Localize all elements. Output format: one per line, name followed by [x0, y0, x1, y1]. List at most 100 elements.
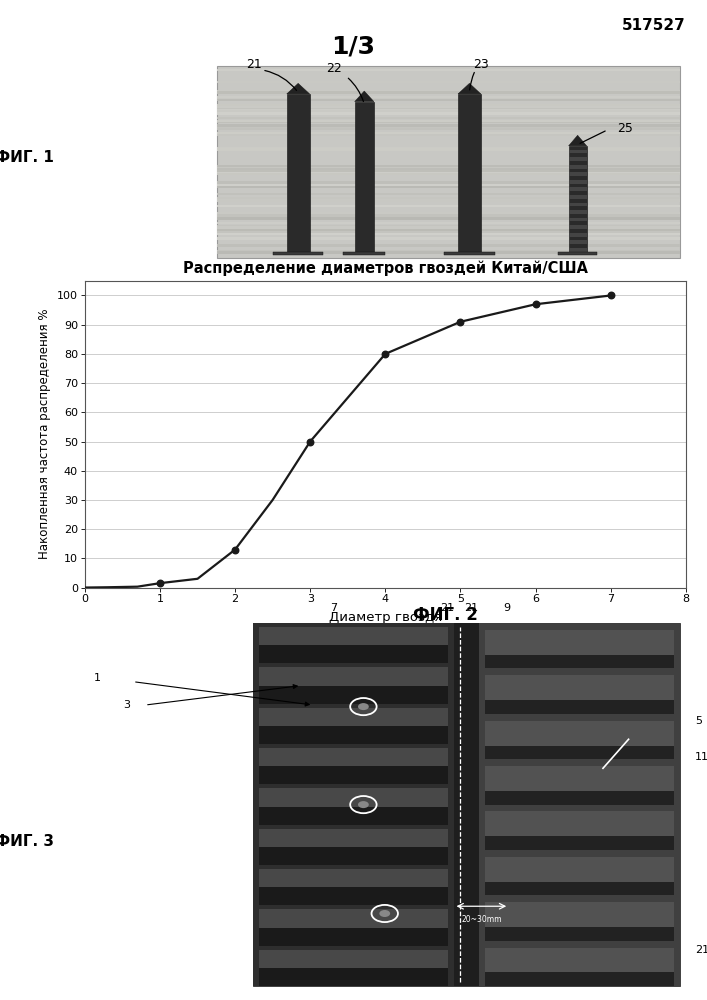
FancyBboxPatch shape	[568, 150, 587, 153]
FancyBboxPatch shape	[259, 869, 448, 887]
Y-axis label: Накопленная частота распределения %: Накопленная частота распределения %	[38, 309, 52, 559]
FancyBboxPatch shape	[485, 675, 674, 700]
FancyBboxPatch shape	[217, 231, 680, 233]
Polygon shape	[458, 83, 481, 94]
FancyBboxPatch shape	[259, 909, 448, 928]
FancyBboxPatch shape	[217, 109, 680, 112]
FancyBboxPatch shape	[485, 927, 674, 941]
FancyBboxPatch shape	[217, 170, 680, 173]
FancyBboxPatch shape	[217, 229, 680, 231]
Point	[305, 434, 316, 450]
FancyBboxPatch shape	[485, 746, 674, 759]
Text: ФИГ. 1: ФИГ. 1	[0, 150, 54, 165]
FancyBboxPatch shape	[217, 124, 680, 127]
FancyBboxPatch shape	[217, 106, 680, 108]
FancyBboxPatch shape	[479, 623, 679, 986]
FancyBboxPatch shape	[259, 627, 448, 645]
FancyBboxPatch shape	[485, 857, 674, 882]
FancyBboxPatch shape	[287, 94, 310, 252]
FancyBboxPatch shape	[217, 231, 680, 233]
FancyBboxPatch shape	[259, 645, 448, 663]
FancyBboxPatch shape	[343, 252, 385, 255]
FancyBboxPatch shape	[444, 252, 495, 255]
FancyBboxPatch shape	[217, 172, 680, 174]
FancyBboxPatch shape	[568, 146, 587, 252]
FancyBboxPatch shape	[259, 968, 448, 986]
FancyBboxPatch shape	[217, 69, 680, 71]
FancyBboxPatch shape	[217, 120, 680, 122]
Circle shape	[380, 910, 390, 917]
FancyBboxPatch shape	[217, 81, 680, 83]
FancyBboxPatch shape	[217, 184, 680, 187]
FancyBboxPatch shape	[259, 829, 448, 847]
Text: 20~30mm: 20~30mm	[461, 915, 502, 924]
Text: 3: 3	[124, 700, 130, 710]
FancyBboxPatch shape	[217, 226, 680, 229]
FancyBboxPatch shape	[217, 165, 680, 168]
FancyBboxPatch shape	[485, 882, 674, 895]
Circle shape	[358, 801, 369, 808]
Text: ФИГ. 2: ФИГ. 2	[413, 606, 478, 624]
FancyBboxPatch shape	[217, 128, 680, 130]
FancyBboxPatch shape	[217, 110, 680, 112]
FancyBboxPatch shape	[259, 748, 448, 766]
FancyBboxPatch shape	[217, 199, 680, 202]
FancyBboxPatch shape	[253, 623, 454, 986]
Text: 21: 21	[464, 603, 478, 613]
Point	[229, 542, 240, 558]
Text: ФИГ. 3: ФИГ. 3	[0, 834, 54, 849]
Text: 11: 11	[695, 752, 707, 762]
FancyBboxPatch shape	[485, 836, 674, 850]
FancyBboxPatch shape	[217, 214, 680, 217]
FancyBboxPatch shape	[217, 127, 680, 129]
Polygon shape	[287, 83, 310, 94]
X-axis label: Диаметр гвоздя: Диаметр гвоздя	[329, 611, 442, 624]
Point	[380, 346, 391, 362]
FancyBboxPatch shape	[458, 94, 481, 252]
FancyBboxPatch shape	[217, 149, 680, 151]
Text: 21: 21	[695, 945, 707, 955]
Text: 21: 21	[440, 603, 455, 613]
Point	[605, 287, 617, 303]
FancyBboxPatch shape	[568, 225, 587, 229]
FancyBboxPatch shape	[217, 197, 680, 199]
FancyBboxPatch shape	[253, 623, 680, 986]
Text: 1/3: 1/3	[332, 35, 375, 59]
Text: 22: 22	[327, 62, 342, 75]
FancyBboxPatch shape	[217, 170, 680, 172]
FancyBboxPatch shape	[217, 148, 680, 151]
FancyBboxPatch shape	[485, 655, 674, 668]
FancyBboxPatch shape	[568, 233, 587, 237]
FancyBboxPatch shape	[217, 96, 680, 98]
Text: 7: 7	[329, 603, 337, 613]
FancyBboxPatch shape	[217, 104, 680, 107]
FancyBboxPatch shape	[485, 630, 674, 655]
FancyBboxPatch shape	[568, 210, 587, 214]
FancyBboxPatch shape	[217, 181, 680, 184]
Text: 25: 25	[617, 122, 633, 135]
FancyBboxPatch shape	[217, 233, 680, 235]
FancyBboxPatch shape	[217, 217, 680, 220]
FancyBboxPatch shape	[568, 218, 587, 221]
Point	[455, 314, 466, 330]
FancyBboxPatch shape	[217, 117, 680, 119]
FancyBboxPatch shape	[485, 700, 674, 714]
FancyBboxPatch shape	[568, 195, 587, 199]
FancyBboxPatch shape	[558, 252, 597, 255]
FancyBboxPatch shape	[217, 110, 680, 112]
FancyBboxPatch shape	[217, 106, 680, 108]
FancyBboxPatch shape	[217, 121, 680, 123]
FancyBboxPatch shape	[217, 222, 680, 224]
Polygon shape	[355, 91, 374, 102]
FancyBboxPatch shape	[568, 157, 587, 161]
FancyBboxPatch shape	[485, 811, 674, 836]
FancyBboxPatch shape	[259, 887, 448, 905]
FancyBboxPatch shape	[217, 167, 680, 170]
FancyBboxPatch shape	[568, 172, 587, 176]
FancyBboxPatch shape	[217, 90, 680, 93]
FancyBboxPatch shape	[217, 237, 680, 240]
FancyBboxPatch shape	[217, 226, 680, 228]
FancyBboxPatch shape	[217, 205, 680, 207]
FancyBboxPatch shape	[217, 173, 680, 175]
FancyBboxPatch shape	[485, 902, 674, 927]
